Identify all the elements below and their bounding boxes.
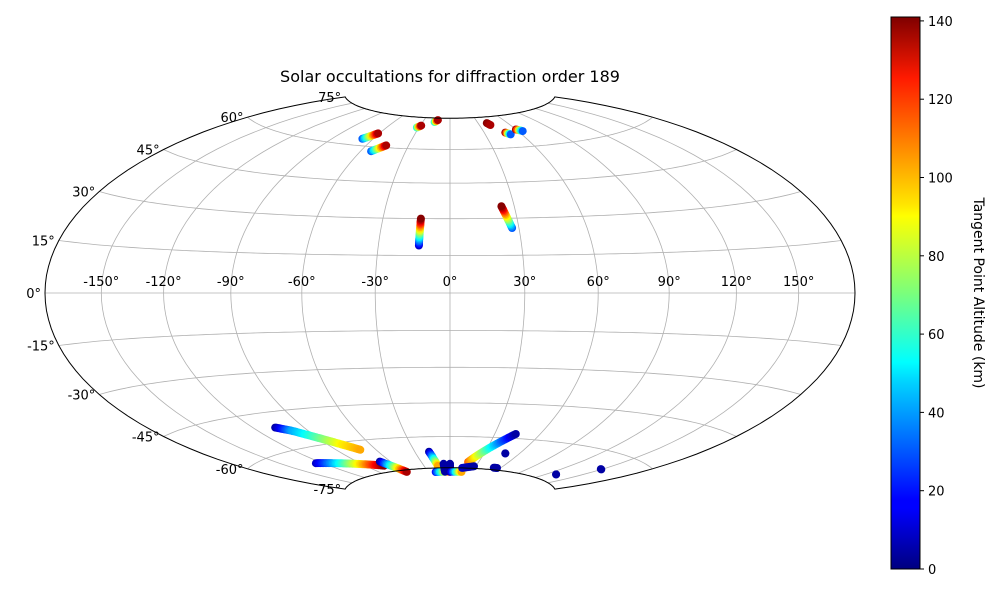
colorbar-tick-label: 140 — [928, 15, 953, 30]
map-outline — [44, 96, 856, 490]
latitude-tick-label: 45° — [137, 144, 160, 159]
occultation-point — [486, 121, 495, 129]
longitude-tick-label: -60° — [288, 275, 316, 290]
colorbar-tick-label: 40 — [928, 406, 945, 421]
colorbar-ticks: 0 20 40 60 80 100 120 140 — [920, 15, 953, 578]
parallel-line — [163, 149, 737, 184]
latitude-tick-labels: 75° 60° 45° 30° 15° 0° -15° -30° -45° -60° -75° — [26, 91, 341, 498]
occultation-points — [271, 116, 606, 479]
occultation-point — [497, 202, 506, 211]
colorbar: 0 20 40 60 80 100 120 140 Tangent Point Altitud… — [890, 15, 986, 578]
longitude-tick-labels: -150° -120° -90° -60° -30° 0° 30° 60° 90° 120° 150… — [83, 275, 814, 290]
latitude-tick-label: -60° — [216, 463, 244, 478]
longitude-tick-label: -30° — [361, 275, 389, 290]
colorbar-tick-label: 60 — [928, 328, 945, 343]
map-boundary — [44, 96, 856, 490]
parallel-line — [247, 116, 653, 150]
latitude-tick-label: -30° — [68, 389, 96, 404]
occultation-point — [552, 470, 561, 479]
occultation-point — [597, 465, 606, 474]
longitude-tick-label: 0° — [443, 275, 458, 290]
latitude-tick-label: 0° — [26, 287, 41, 302]
occultation-point — [374, 129, 383, 138]
colorbar-tick-label: 0 — [928, 563, 936, 578]
latitude-tick-label: 30° — [72, 186, 95, 201]
colorbar-tick-label: 100 — [928, 172, 953, 187]
latitude-tick-label: 60° — [220, 111, 243, 126]
occultation-point — [417, 121, 426, 130]
occultation-point — [518, 127, 527, 136]
occultation-point — [382, 141, 391, 150]
occultation-point — [433, 116, 442, 125]
colorbar-label: Tangent Point Altitude (km) — [970, 196, 986, 388]
occultation-point — [501, 449, 510, 458]
occultation-point — [470, 462, 478, 471]
longitude-tick-label: 150° — [783, 275, 814, 290]
latitude-tick-label: 15° — [32, 235, 55, 250]
latitude-tick-label: -45° — [132, 431, 160, 446]
parallel-line — [163, 402, 737, 437]
longitude-tick-label: 60° — [587, 275, 610, 290]
parallel-line — [58, 330, 842, 346]
longitude-tick-label: 120° — [721, 275, 752, 290]
longitude-tick-label: 90° — [658, 275, 681, 290]
occultation-point — [416, 214, 425, 223]
colorbar-tick-label: 80 — [928, 250, 945, 265]
longitude-tick-label: 30° — [513, 275, 536, 290]
colorbar-tick-label: 20 — [928, 485, 945, 500]
chart-title: Solar occultations for diffraction order… — [280, 67, 620, 86]
colorbar-gradient — [890, 16, 921, 570]
parallel-line — [99, 191, 801, 220]
longitude-tick-label: -150° — [83, 275, 119, 290]
parallel-line — [247, 436, 653, 470]
parallel-line — [58, 240, 842, 256]
longitude-tick-label: -90° — [217, 275, 245, 290]
map-grid — [45, 96, 855, 490]
occultation-point — [356, 445, 365, 454]
latitude-tick-label: -15° — [27, 340, 55, 355]
occultation-point — [511, 430, 520, 438]
longitude-tick-label: -120° — [146, 275, 182, 290]
parallel-line — [99, 366, 801, 395]
latitude-tick-label: -75° — [313, 483, 341, 498]
occultation-point — [506, 130, 515, 139]
colorbar-tick-label: 120 — [928, 93, 953, 108]
latitude-tick-label: 75° — [318, 91, 341, 106]
